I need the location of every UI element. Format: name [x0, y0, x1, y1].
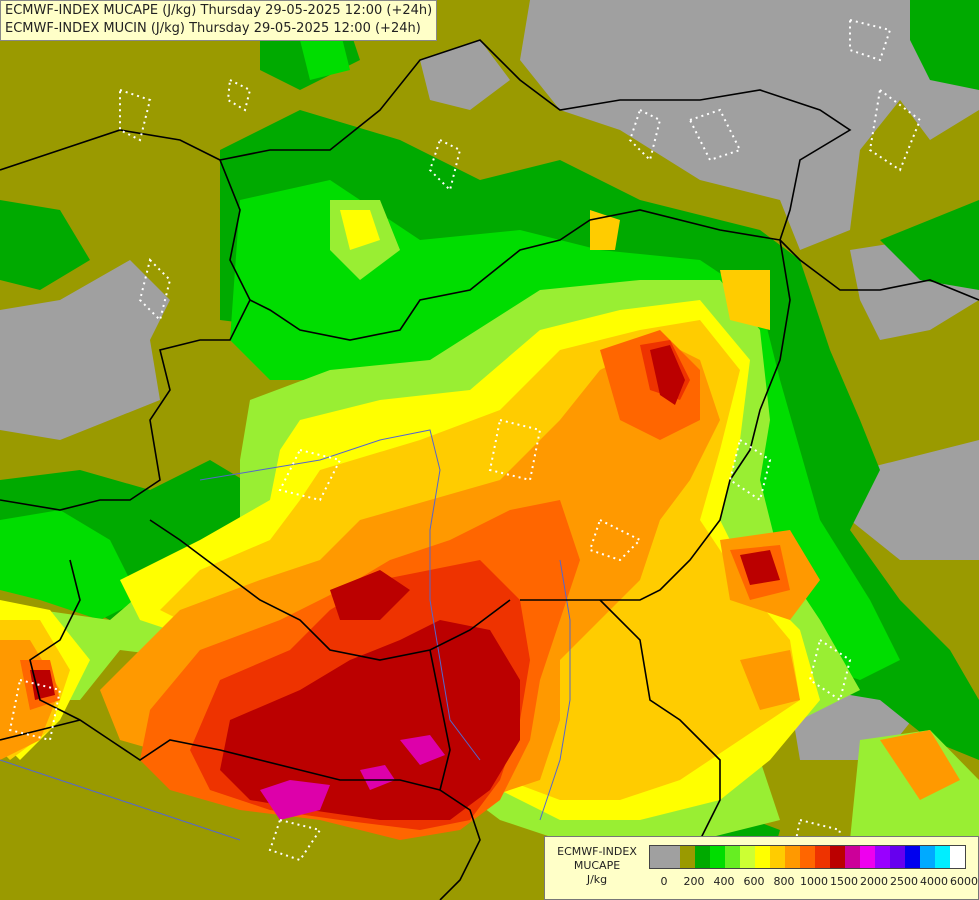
legend-tick-label: 800	[773, 875, 795, 888]
legend-swatch	[875, 846, 890, 868]
legend-tick-label: 1500	[830, 875, 858, 888]
legend-swatch	[680, 846, 695, 868]
mucin-contours	[8, 18, 922, 882]
legend-color-scale	[649, 845, 966, 869]
legend-tick-label: 4000	[920, 875, 948, 888]
magenta-areas	[260, 735, 445, 820]
legend-swatch	[845, 846, 860, 868]
legend-swatch	[725, 846, 740, 868]
legend-ticks: 0 200 400 600 800 1000 1500 2000 2500 4000 6000	[649, 875, 979, 891]
legend-label-model: ECMWF-INDEX	[557, 845, 637, 858]
legend: ECMWF-INDEX MUCAPE J/kg 0 200 400 600 800 100…	[544, 836, 979, 900]
legend-swatch	[740, 846, 755, 868]
legend-swatch	[665, 846, 680, 868]
legend-tick-label: 1000	[800, 875, 828, 888]
legend-swatch	[650, 846, 665, 868]
legend-swatch	[905, 846, 920, 868]
legend-tick-label: 2500	[890, 875, 918, 888]
legend-tick-label: 200	[683, 875, 705, 888]
legend-tick-label: 2000	[860, 875, 888, 888]
legend-swatch	[695, 846, 710, 868]
legend-swatch	[770, 846, 785, 868]
title-mucape: ECMWF-INDEX MUCAPE (J/kg) Thursday 29-05…	[5, 3, 433, 18]
legend-swatch	[920, 846, 935, 868]
legend-swatch	[830, 846, 845, 868]
country-borders	[0, 39, 979, 900]
legend-swatch	[785, 846, 800, 868]
legend-swatch	[800, 846, 815, 868]
legend-swatch	[815, 846, 830, 868]
legend-label-param: MUCAPE	[573, 859, 621, 872]
legend-tick-label: 6000	[950, 875, 978, 888]
legend-tick-label: 600	[743, 875, 765, 888]
legend-swatch	[950, 846, 965, 868]
legend-swatch	[935, 846, 950, 868]
legend-swatch	[890, 846, 905, 868]
legend-tick-label: 0	[660, 875, 668, 888]
legend-tick-label: 400	[713, 875, 735, 888]
title-mucin: ECMWF-INDEX MUCIN (J/kg) Thursday 29-05-…	[5, 21, 421, 36]
legend-swatch	[710, 846, 725, 868]
gray-areas	[0, 0, 979, 760]
legend-swatch	[755, 846, 770, 868]
legend-swatch	[860, 846, 875, 868]
legend-label: ECMWF-INDEX MUCAPE J/kg	[549, 845, 645, 887]
legend-label-unit: J/kg	[586, 873, 608, 886]
title-box: ECMWF-INDEX MUCAPE (J/kg) Thursday 29-05…	[0, 0, 438, 41]
